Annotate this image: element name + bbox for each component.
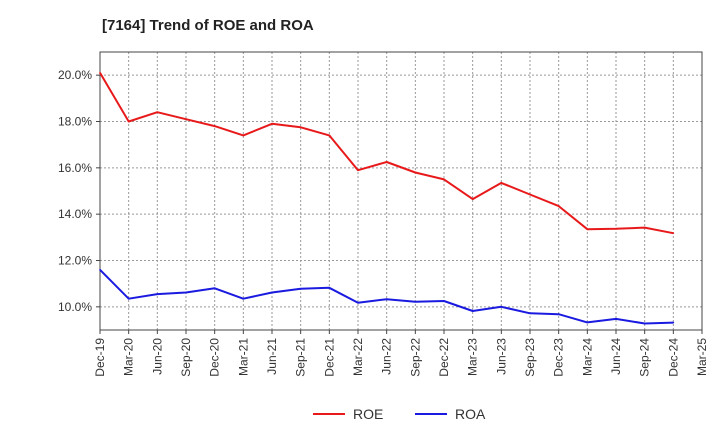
x-tick-label: Dec-19: [93, 338, 107, 377]
legend-label-roa: ROA: [455, 406, 486, 422]
y-tick-label: 14.0%: [58, 207, 92, 221]
data-point-roa: [672, 321, 675, 324]
data-point-roa: [299, 287, 302, 290]
y-tick-label: 16.0%: [58, 161, 92, 175]
data-point-roa: [443, 300, 445, 302]
x-tick-label: Dec-24: [666, 338, 680, 377]
data-point-roe: [586, 228, 589, 231]
plot-area: [99, 51, 703, 331]
x-tick-label: Dec-22: [437, 338, 451, 377]
x-tick-label: Mar-25: [695, 338, 709, 376]
x-tick-label: Sep-24: [638, 338, 652, 377]
data-point-roe: [500, 182, 503, 184]
data-point-roe: [615, 227, 617, 230]
data-point-roa: [615, 318, 617, 320]
x-tick-label: Sep-21: [294, 338, 308, 377]
data-point-roa: [271, 291, 273, 294]
data-point-roe: [443, 178, 445, 181]
x-tick-label: Mar-22: [351, 338, 365, 376]
data-point-roe: [357, 169, 359, 171]
legend: ROE ROA: [313, 406, 486, 422]
data-point-roe: [471, 198, 474, 200]
y-tick-label: 12.0%: [58, 254, 92, 268]
data-point-roe: [672, 232, 675, 234]
y-tick-label: 10.0%: [58, 300, 92, 314]
x-tick-label: Dec-21: [322, 338, 336, 377]
data-point-roa: [471, 310, 474, 312]
data-point-roe: [99, 72, 101, 74]
data-point-roe: [185, 118, 187, 120]
data-point-roa: [99, 268, 101, 271]
data-point-roa: [500, 306, 503, 308]
data-point-roe: [414, 171, 417, 174]
data-point-roe: [557, 205, 560, 207]
x-tick-label: Dec-20: [208, 338, 222, 377]
data-point-roa: [156, 293, 159, 295]
data-point-roa: [127, 297, 130, 300]
data-point-roa: [357, 301, 359, 304]
x-tick-label: Sep-22: [408, 338, 422, 377]
data-point-roa: [643, 322, 646, 325]
y-axis: 10.0% 12.0% 14.0% 16.0% 18.0% 20.0%: [58, 68, 100, 314]
data-point-roe: [242, 134, 245, 137]
data-point-roe: [271, 123, 273, 125]
x-tick-label: Jun-24: [609, 338, 623, 375]
data-point-roa: [586, 321, 589, 324]
x-tick-label: Sep-20: [179, 338, 193, 377]
data-point-roa: [529, 312, 531, 315]
data-point-roe: [299, 126, 302, 129]
data-point-roa: [213, 287, 216, 290]
data-point-roa: [185, 291, 187, 294]
data-point-roe: [385, 161, 388, 163]
legend-label-roe: ROE: [353, 406, 383, 422]
y-tick-label: 20.0%: [58, 68, 92, 82]
data-point-roe: [127, 120, 130, 123]
data-point-roe: [529, 193, 531, 196]
chart-title: [7164] Trend of ROE and ROA: [102, 17, 314, 34]
x-tick-label: Jun-21: [265, 338, 279, 375]
data-point-roa: [414, 300, 417, 303]
x-tick-label: Mar-23: [466, 338, 480, 376]
data-point-roe: [643, 226, 646, 229]
data-point-roa: [328, 287, 331, 289]
data-point-roe: [156, 111, 159, 114]
x-tick-label: Jun-23: [494, 338, 508, 375]
data-point-roa: [385, 298, 388, 300]
x-tick-label: Sep-23: [523, 338, 537, 377]
grid: [100, 52, 702, 330]
data-point-roa: [242, 297, 245, 300]
data-point-roa: [557, 313, 560, 316]
data-point-roe: [328, 134, 331, 137]
x-tick-label: Jun-22: [380, 338, 394, 375]
x-tick-label: Dec-23: [552, 338, 566, 377]
x-tick-label: Mar-21: [236, 338, 250, 376]
x-tick-label: Mar-24: [580, 338, 594, 376]
y-tick-label: 18.0%: [58, 115, 92, 129]
x-tick-label: Jun-20: [150, 338, 164, 375]
series-lines: [99, 72, 675, 325]
data-point-roe: [213, 125, 216, 127]
x-tick-label: Mar-20: [122, 338, 136, 376]
x-axis: Dec-19 Mar-20 Jun-20 Sep-20 Dec-20 Mar-21 Jun-…: [93, 330, 709, 377]
